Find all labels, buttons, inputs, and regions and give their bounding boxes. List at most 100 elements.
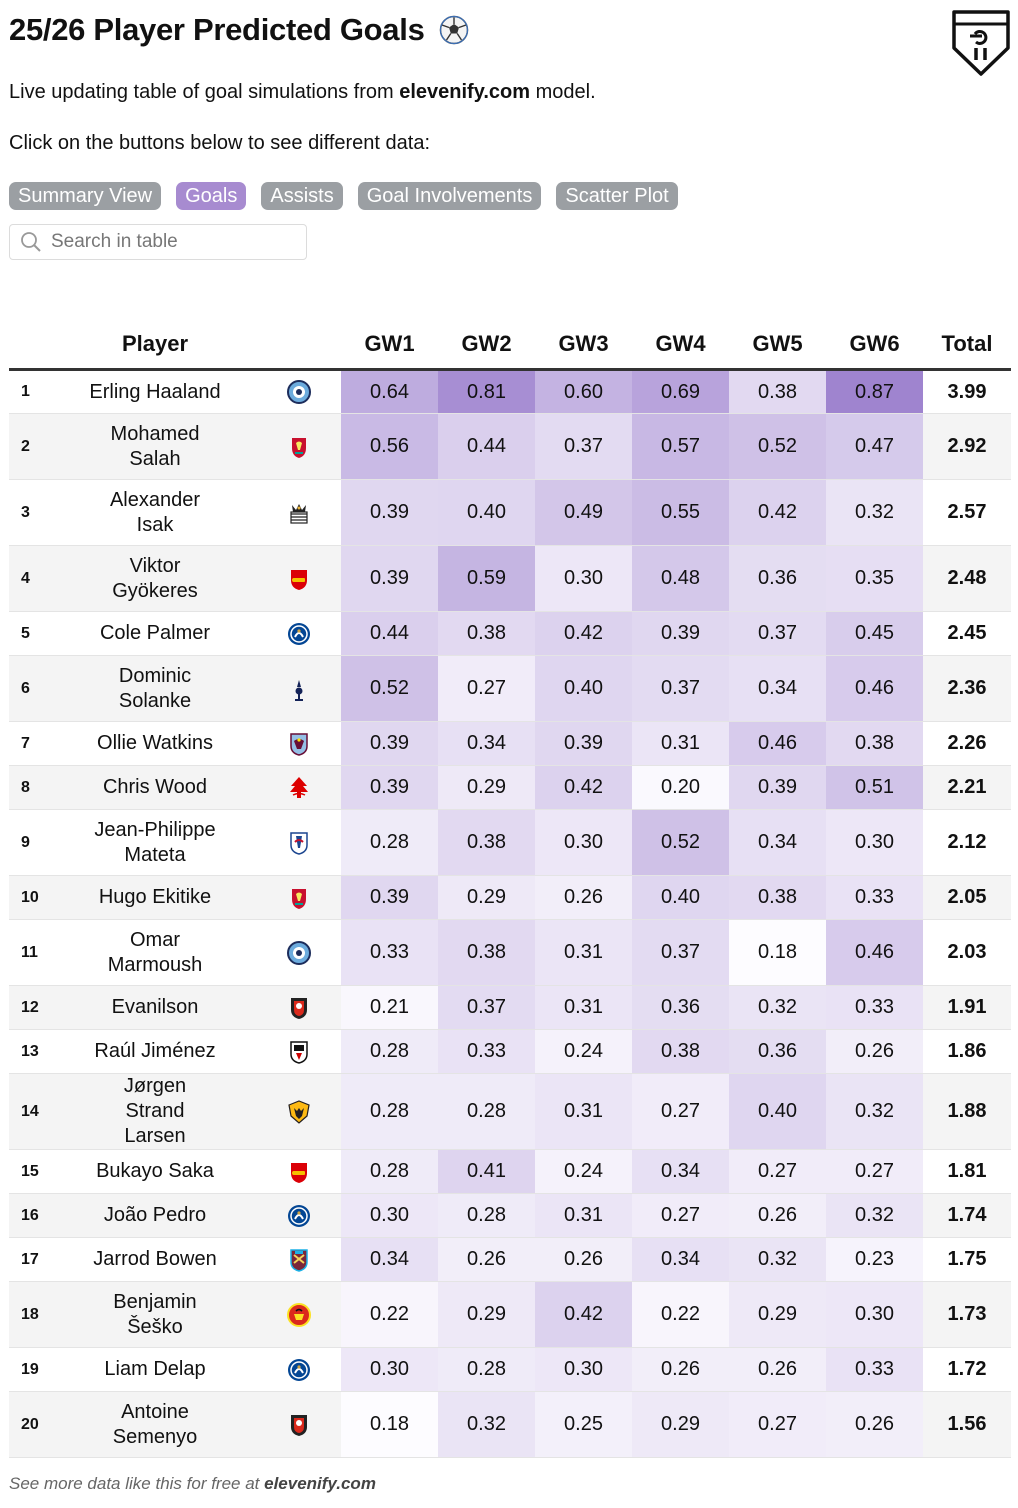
gw6-cell: 0.35 xyxy=(826,545,923,612)
chelsea-badge-icon xyxy=(287,622,310,645)
goal-involvements-button[interactable]: Goal Involvements xyxy=(357,182,542,210)
table-row[interactable]: 13 Raúl Jiménez 0.28 0.33 0.24 0.38 0.36 0.26 1.… xyxy=(9,1029,1011,1074)
gw3-cell: 0.26 xyxy=(535,1237,632,1282)
gw2-cell: 0.38 xyxy=(438,919,535,986)
gw1-cell: 0.52 xyxy=(341,655,438,722)
total-cell: 1.88 xyxy=(923,1073,1011,1150)
rank-cell: 20 xyxy=(9,1391,54,1458)
table-row[interactable]: 14 Jørgen Strand Larsen 0.28 0.28 0.31 0.27 0.… xyxy=(9,1073,1011,1150)
gw3-cell: 0.25 xyxy=(535,1391,632,1458)
total-cell: 2.21 xyxy=(923,765,1011,810)
search-icon xyxy=(21,232,41,252)
scatter-plot-button[interactable]: Scatter Plot xyxy=(556,182,678,210)
table-row[interactable]: 12 Evanilson 0.21 0.37 0.31 0.36 0.32 0.33 1.91 xyxy=(9,985,1011,1030)
gw4-cell: 0.57 xyxy=(632,413,729,480)
player-name-cell: Erling Haaland xyxy=(89,380,221,403)
gw1-cell: 0.39 xyxy=(341,765,438,810)
team-cell xyxy=(256,1238,341,1282)
player-name-cell: Ollie Watkins xyxy=(97,732,213,754)
search-box[interactable] xyxy=(9,224,307,260)
table-row[interactable]: 10 Hugo Ekitike 0.39 0.29 0.26 0.40 0.38 0.33 2.… xyxy=(9,875,1011,920)
table-row[interactable]: 9 Jean-Philippe Mateta 0.28 0.38 0.30 0.52 0.3… xyxy=(9,809,1011,876)
total-cell: 1.74 xyxy=(923,1193,1011,1238)
table-row[interactable]: 16 João Pedro 0.30 0.28 0.31 0.27 0.26 0.32 1.74 xyxy=(9,1193,1011,1238)
gw6-header[interactable]: GW6 xyxy=(849,331,900,356)
gw6-cell: 0.30 xyxy=(826,1281,923,1348)
player-header[interactable]: Player xyxy=(121,331,189,356)
gw1-cell: 0.30 xyxy=(341,1193,438,1238)
gw6-cell: 0.32 xyxy=(826,1193,923,1238)
assists-button[interactable]: Assists xyxy=(261,182,343,210)
total-cell: 2.05 xyxy=(923,875,1011,920)
table-row[interactable]: 11 Omar Marmoush 0.33 0.38 0.31 0.37 0.18 0.46 2… xyxy=(9,919,1011,986)
gw3-cell: 0.24 xyxy=(535,1149,632,1194)
gw4-cell: 0.36 xyxy=(632,985,729,1030)
rank-cell: 19 xyxy=(21,1360,39,1378)
rank-cell: 4 xyxy=(9,545,54,612)
table-row[interactable]: 6 Dominic Solanke 0.52 0.27 0.40 0.37 0.34 0.46… xyxy=(9,655,1011,722)
gw4-cell: 0.34 xyxy=(632,1237,729,1282)
total-cell: 1.81 xyxy=(947,1160,987,1182)
gw1-cell: 0.39 xyxy=(341,545,438,612)
team-cell xyxy=(256,765,341,810)
player-name-cell: Jarrod Bowen xyxy=(93,1248,217,1270)
player-name-cell: Cole Palmer xyxy=(99,622,211,644)
table-row[interactable]: 5 Cole Palmer 0.44 0.38 0.42 0.39 0.37 0.45 2.45 xyxy=(9,611,1011,656)
table-row[interactable]: 2 Mohamed Salah 0.56 0.44 0.37 0.57 0.52 0.47 2.… xyxy=(9,413,1011,480)
summary-view-button[interactable]: Summary View xyxy=(9,182,162,210)
gw5-cell: 0.52 xyxy=(729,413,826,480)
gw3-cell: 0.31 xyxy=(535,919,632,986)
table-row[interactable]: 19 Liam Delap 0.30 0.28 0.30 0.26 0.26 0.33 1.72 xyxy=(9,1347,1011,1392)
gw2-cell: 0.26 xyxy=(438,1237,535,1282)
rank-cell: 14 xyxy=(9,1073,54,1150)
west-ham-badge-icon xyxy=(289,1248,308,1272)
table-row[interactable]: 15 Bukayo Saka 0.28 0.41 0.24 0.34 0.27 0.27 1.8… xyxy=(9,1149,1011,1194)
bournemouth-badge-icon xyxy=(290,997,307,1019)
goals-button[interactable]: Goals xyxy=(176,182,247,210)
table-row[interactable]: 18 Benjamin Šeško 0.22 0.29 0.42 0.22 0.29 0.30… xyxy=(9,1281,1011,1348)
total-header[interactable]: Total xyxy=(941,331,993,356)
table-row[interactable]: 8 Chris Wood 0.39 0.29 0.42 0.20 0.39 0.51 2.21 xyxy=(9,765,1011,810)
gw3-cell: 0.42 xyxy=(535,611,632,656)
gw5-cell: 0.36 xyxy=(729,1029,826,1074)
gw2-cell: 0.37 xyxy=(438,985,535,1030)
footer-site-link[interactable]: elevenify.com xyxy=(264,1474,376,1493)
gw3-cell: 0.42 xyxy=(535,1281,632,1348)
gw1-header[interactable]: GW1 xyxy=(364,331,415,356)
gw4-header[interactable]: GW4 xyxy=(655,331,706,356)
gw6-cell: 0.33 xyxy=(826,1347,923,1392)
gw3-cell: 0.40 xyxy=(535,655,632,722)
subtitle-site-link[interactable]: elevenify.com xyxy=(399,81,531,103)
gw2-cell: 0.81 xyxy=(438,369,535,414)
gw2-cell: 0.28 xyxy=(438,1073,535,1150)
table-row[interactable]: 20 Antoine Semenyo 0.18 0.32 0.25 0.29 0.27 0.2… xyxy=(9,1391,1011,1458)
table-row[interactable]: 4 Viktor Gyökeres 0.39 0.59 0.30 0.48 0.36 0.35… xyxy=(9,545,1011,612)
team-cell xyxy=(256,612,341,656)
gw2-header[interactable]: GW2 xyxy=(461,331,512,356)
gw3-header[interactable]: GW3 xyxy=(558,331,609,356)
table-row[interactable]: 7 Ollie Watkins 0.39 0.34 0.39 0.31 0.46 0.38 2.… xyxy=(9,721,1011,766)
total-cell: 2.57 xyxy=(947,501,987,523)
player-name-cell: Jørgen Strand Larsen xyxy=(54,1073,256,1150)
team-cell xyxy=(256,920,341,986)
gw2-cell: 0.34 xyxy=(438,721,535,766)
total-cell: 2.26 xyxy=(947,732,987,754)
table-row[interactable]: 17 Jarrod Bowen 0.34 0.26 0.26 0.34 0.32 0.23 1.… xyxy=(9,1237,1011,1282)
gw1-cell: 0.30 xyxy=(341,1347,438,1392)
gw6-cell: 0.33 xyxy=(826,875,923,920)
total-cell: 1.73 xyxy=(923,1281,1011,1348)
gw3-cell: 0.24 xyxy=(535,1029,632,1074)
team-cell xyxy=(256,1073,341,1150)
gw4-cell: 0.40 xyxy=(632,875,729,920)
gw1-cell: 0.28 xyxy=(341,1149,438,1194)
subtitle-text: Live updating table of goal simulations … xyxy=(9,81,400,103)
gw5-cell: 0.42 xyxy=(729,479,826,546)
search-input[interactable] xyxy=(49,230,293,254)
gw2-cell: 0.38 xyxy=(438,809,535,876)
gw5-cell: 0.32 xyxy=(729,985,826,1030)
gw5-header[interactable]: GW5 xyxy=(752,331,803,356)
table-row[interactable]: 3 Alexander Isak 0.39 0.40 0.49 0.55 0.42 0.32 2… xyxy=(9,479,1011,546)
gw4-cell: 0.27 xyxy=(632,1193,729,1238)
team-cell xyxy=(256,875,341,920)
table-row[interactable]: 1 Erling Haaland 0.64 0.81 0.60 0.69 0.38 0.87 3… xyxy=(9,369,1011,414)
